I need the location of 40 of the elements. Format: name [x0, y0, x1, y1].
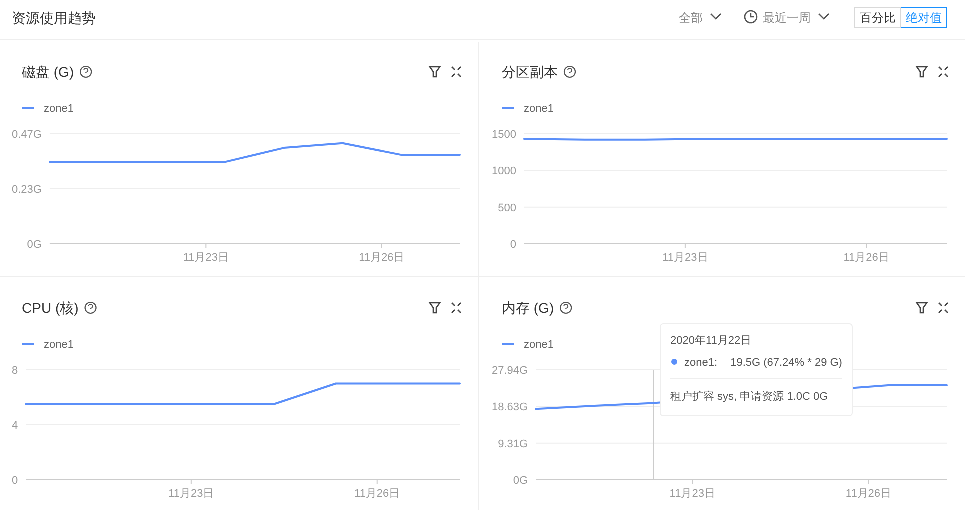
- y-tick-label: 8: [12, 365, 18, 377]
- text: 19.5G (67.24% * 29 G): [730, 357, 842, 369]
- x-tick-label: 11月26日: [846, 488, 892, 500]
- chart-title: 分区副本: [502, 64, 558, 80]
- text: 2020年11月22日: [670, 335, 752, 347]
- x-tick-label: 11月26日: [844, 252, 890, 264]
- annotation: 租户扩容 sys, 申请资源 1.0C 0G: [670, 390, 828, 403]
- chart-title: 内存 (G): [502, 300, 554, 316]
- text: 全部: [679, 11, 703, 25]
- x-tick-label: 11月23日: [662, 252, 708, 264]
- chart-title: 磁盘 (G): [21, 64, 74, 80]
- text: 百分比: [860, 11, 896, 25]
- x-tick-label: 11月23日: [670, 488, 716, 500]
- legend-label: zone1: [44, 103, 74, 115]
- text: zone1:: [684, 357, 718, 369]
- y-tick-label: 4: [12, 420, 18, 432]
- y-tick-label: 18.63G: [492, 402, 528, 414]
- x-tick-label: 11月23日: [168, 488, 214, 500]
- text: 资源使用趋势: [12, 10, 96, 26]
- y-tick-label: 9.31G: [498, 438, 528, 450]
- x-tick-label: 11月26日: [354, 488, 400, 500]
- x-tick-label: 11月23日: [183, 252, 229, 264]
- y-tick-label: 1500: [492, 129, 516, 141]
- y-tick-label: 0: [12, 475, 18, 487]
- legend-label: zone1: [44, 339, 74, 351]
- y-tick-label: 1000: [492, 166, 516, 178]
- y-tick-label: 0.47G: [12, 129, 42, 141]
- y-tick-label: 0G: [513, 475, 528, 487]
- x-tick-label: 11月26日: [359, 252, 405, 264]
- chart-title: CPU (核): [22, 300, 79, 316]
- legend-label: zone1: [524, 339, 554, 351]
- text: 绝对值: [906, 11, 942, 25]
- y-tick-label: 500: [498, 202, 516, 214]
- y-tick-label: 27.94G: [492, 365, 528, 377]
- y-tick-label: 0.23G: [12, 184, 42, 196]
- y-tick-label: 0: [510, 239, 516, 251]
- legend-label: zone1: [524, 103, 554, 115]
- text: 最近一周: [763, 11, 811, 25]
- y-tick-label: 0G: [27, 239, 42, 251]
- line-series: [48, 142, 461, 164]
